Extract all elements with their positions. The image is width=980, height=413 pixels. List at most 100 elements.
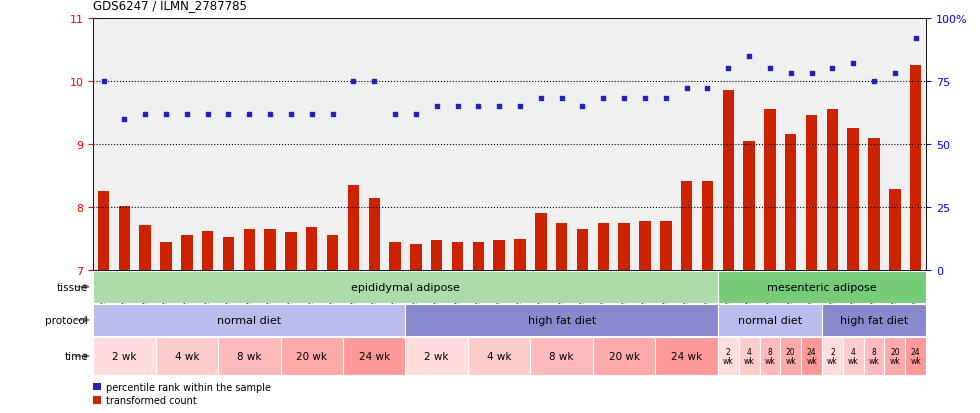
- Bar: [639, 221, 651, 271]
- Point: [804, 71, 819, 77]
- Bar: [93, 304, 406, 336]
- Point: [429, 104, 445, 110]
- Point: [220, 111, 236, 118]
- Bar: [722, 91, 734, 271]
- Bar: [343, 337, 406, 375]
- Point: [637, 96, 653, 102]
- Bar: [593, 337, 656, 375]
- Bar: [406, 304, 717, 336]
- Bar: [780, 337, 802, 375]
- Bar: [389, 242, 401, 271]
- Bar: [530, 337, 593, 375]
- Bar: [702, 181, 713, 271]
- Bar: [906, 337, 926, 375]
- Text: normal diet: normal diet: [738, 315, 802, 325]
- Bar: [156, 337, 218, 375]
- Bar: [494, 240, 505, 271]
- Point: [658, 96, 673, 102]
- Bar: [785, 135, 797, 271]
- Point: [596, 96, 612, 102]
- Bar: [218, 337, 280, 375]
- Text: GDS6247 / ILMN_2787785: GDS6247 / ILMN_2787785: [93, 0, 247, 12]
- Text: 4 wk: 4 wk: [174, 351, 199, 361]
- Bar: [98, 192, 109, 271]
- Bar: [910, 66, 921, 271]
- Bar: [717, 337, 739, 375]
- Bar: [161, 242, 171, 271]
- Point: [346, 78, 362, 85]
- Bar: [514, 239, 525, 271]
- Text: 24 wk: 24 wk: [671, 351, 703, 361]
- Point: [367, 78, 382, 85]
- Text: 4
wk: 4 wk: [848, 347, 858, 366]
- Point: [158, 111, 173, 118]
- Text: 24 wk: 24 wk: [359, 351, 390, 361]
- Text: 8
wk: 8 wk: [868, 347, 879, 366]
- Point: [200, 111, 216, 118]
- Bar: [618, 223, 630, 271]
- Point: [700, 86, 715, 93]
- Bar: [863, 337, 885, 375]
- Bar: [119, 206, 130, 271]
- Bar: [889, 190, 901, 271]
- Bar: [202, 231, 214, 271]
- Bar: [93, 271, 717, 303]
- Bar: [802, 337, 822, 375]
- Point: [824, 66, 840, 72]
- Bar: [472, 242, 484, 271]
- Point: [241, 111, 257, 118]
- Bar: [244, 230, 255, 271]
- Point: [846, 61, 861, 67]
- Bar: [868, 138, 880, 271]
- Point: [554, 96, 569, 102]
- Text: 2 wk: 2 wk: [112, 351, 136, 361]
- Point: [117, 116, 132, 123]
- Text: 8 wk: 8 wk: [550, 351, 574, 361]
- Bar: [280, 337, 343, 375]
- Bar: [848, 129, 858, 271]
- Bar: [843, 337, 863, 375]
- Point: [491, 104, 507, 110]
- Point: [179, 111, 195, 118]
- Bar: [739, 337, 760, 375]
- Text: high fat diet: high fat diet: [840, 315, 908, 325]
- Bar: [822, 337, 843, 375]
- Bar: [468, 337, 530, 375]
- Point: [762, 66, 778, 72]
- Text: 2
wk: 2 wk: [827, 347, 838, 366]
- Point: [574, 104, 590, 110]
- Text: 2
wk: 2 wk: [723, 347, 734, 366]
- Text: 8 wk: 8 wk: [237, 351, 262, 361]
- Bar: [327, 236, 338, 271]
- Bar: [717, 271, 926, 303]
- Point: [741, 53, 757, 60]
- Bar: [885, 337, 906, 375]
- Bar: [93, 337, 156, 375]
- Text: transformed count: transformed count: [106, 395, 197, 405]
- Point: [137, 111, 153, 118]
- Bar: [656, 337, 717, 375]
- Bar: [431, 240, 442, 271]
- Text: tissue: tissue: [57, 282, 88, 292]
- Point: [513, 104, 528, 110]
- Bar: [406, 337, 468, 375]
- Point: [533, 96, 549, 102]
- Bar: [265, 230, 275, 271]
- Text: mesenteric adipose: mesenteric adipose: [767, 282, 877, 292]
- Bar: [764, 110, 775, 271]
- Bar: [661, 221, 671, 271]
- Bar: [760, 337, 780, 375]
- Point: [96, 78, 112, 85]
- Bar: [822, 304, 926, 336]
- Point: [866, 78, 882, 85]
- Point: [616, 96, 632, 102]
- Text: percentile rank within the sample: percentile rank within the sample: [106, 382, 270, 392]
- Bar: [598, 223, 609, 271]
- Text: high fat diet: high fat diet: [527, 315, 596, 325]
- Point: [887, 71, 903, 77]
- Text: epididymal adipose: epididymal adipose: [351, 282, 460, 292]
- Point: [263, 111, 278, 118]
- Bar: [348, 185, 359, 271]
- Point: [304, 111, 319, 118]
- Text: 20 wk: 20 wk: [609, 351, 640, 361]
